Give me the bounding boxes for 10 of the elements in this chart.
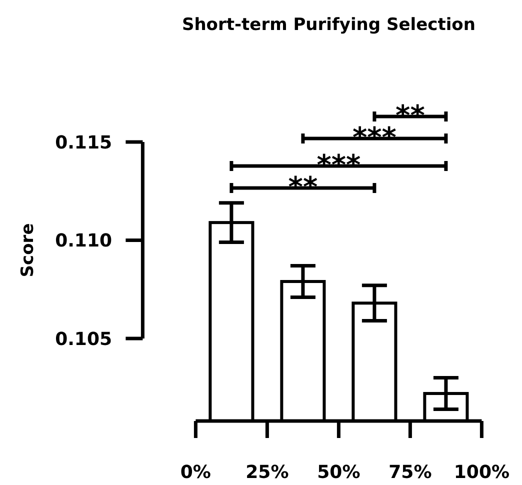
x-tick-label: 0% <box>180 462 211 483</box>
x-tick-label: 75% <box>388 462 432 483</box>
x-tick-label: 100% <box>454 462 510 483</box>
y-tick-label: 0.105 <box>55 328 112 350</box>
x-tick-label: 50% <box>317 462 360 483</box>
y-tick-label: 0.110 <box>55 230 112 252</box>
x-tick-label: 25% <box>246 462 289 483</box>
y-axis-title: Score <box>18 223 38 278</box>
y-tick-label: 0.115 <box>55 132 112 154</box>
chart-title: Short-term Purifying Selection <box>182 15 476 35</box>
